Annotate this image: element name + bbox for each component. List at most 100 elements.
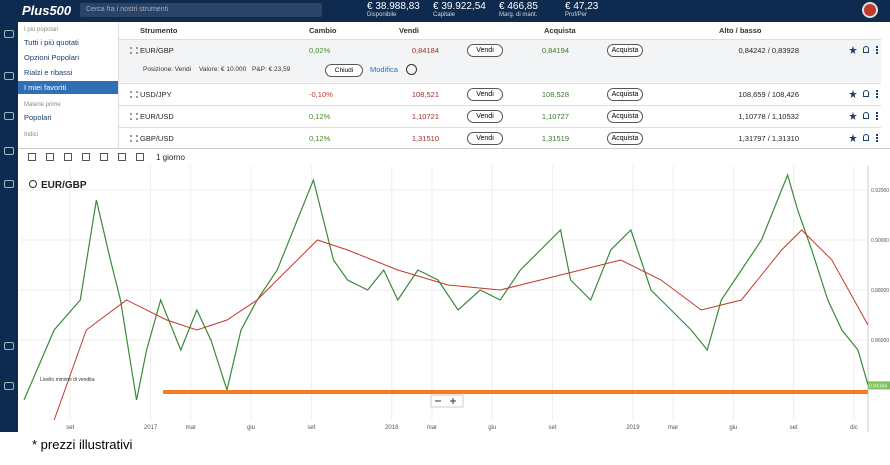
- stat-label: Prof/Per: [565, 12, 588, 18]
- x-tick-label: giu: [488, 425, 496, 431]
- more-menu[interactable]: [876, 134, 878, 142]
- logo: Plus500: [22, 3, 72, 18]
- more-menu[interactable]: [876, 90, 878, 98]
- y-tick-label: 0.90000: [871, 238, 889, 244]
- alert-bell[interactable]: [863, 46, 869, 53]
- high-low: 1,10778 / 1,10532: [738, 112, 799, 121]
- alert-bell[interactable]: [863, 134, 869, 141]
- favorite-star[interactable]: [849, 112, 857, 120]
- table-row[interactable]: EUR/USD 0,12% 1,10721 Vendi 1,10727 Acquista 1…: [119, 105, 881, 127]
- position-row: Posizione: Vendi Valore: € 10.000 P&P: € 2…: [119, 60, 881, 82]
- more-menu[interactable]: [876, 112, 878, 120]
- x-tick-label: set: [66, 425, 74, 431]
- column-header: Vendi: [399, 26, 420, 35]
- table-row[interactable]: USD/JPY -0,10% 108,521 Vendi 108,528 Acquista…: [119, 83, 881, 105]
- sell-button[interactable]: Vendi: [467, 132, 503, 145]
- high-low: 0,84242 / 0,83928: [738, 46, 799, 55]
- rail-icon[interactable]: [4, 342, 14, 350]
- tool-icon[interactable]: [46, 153, 54, 161]
- tool-icon[interactable]: [100, 153, 108, 161]
- menu-item[interactable]: Tutti i più quotati: [24, 38, 79, 47]
- rail-icon[interactable]: [4, 112, 14, 120]
- footer-note: * prezzi illustrativi: [32, 437, 133, 452]
- edit-link[interactable]: Modifica: [370, 65, 398, 74]
- favorite-star[interactable]: [849, 134, 857, 142]
- sell-button[interactable]: Vendi: [467, 110, 503, 123]
- high-low: 108,659 / 108,426: [738, 90, 799, 99]
- rail-icon[interactable]: [4, 382, 14, 390]
- buy-button[interactable]: Acquista: [607, 110, 643, 123]
- change: 0,02%: [309, 46, 331, 55]
- zoom-in: [450, 398, 456, 404]
- section-title: Indici: [24, 132, 39, 138]
- icon-rail: [0, 22, 18, 432]
- sell-price: 0,84184: [411, 46, 439, 55]
- sidebar: I più popolari Tutti i più quotati Opzioni…: [18, 22, 119, 148]
- search-box[interactable]: Cerca fra i nostri strumenti: [80, 3, 322, 17]
- y-tick-label: 0.92000: [871, 188, 889, 194]
- sell-button[interactable]: Vendi: [467, 88, 503, 101]
- x-tick-label: 2017: [144, 425, 158, 431]
- favorite-star[interactable]: [849, 90, 857, 98]
- alert-bell[interactable]: [863, 90, 869, 97]
- tool-icon[interactable]: [136, 153, 144, 161]
- drag-handle: [130, 91, 138, 98]
- x-tick-label: mar: [186, 425, 196, 431]
- favorite-star[interactable]: [849, 46, 857, 54]
- close-button[interactable]: Chiudi: [325, 64, 363, 77]
- table-row[interactable]: GBP/USD 0,12% 1,31510 Vendi 1,31519 Acquista 1…: [119, 127, 881, 149]
- rail-icon[interactable]: [4, 180, 14, 188]
- chart-toolbar: 1 giorno: [18, 148, 890, 167]
- price-line: [23, 173, 869, 401]
- drag-handle: [130, 113, 138, 120]
- tool-icon[interactable]: [82, 153, 90, 161]
- x-tick-label: set: [790, 425, 798, 431]
- menu-item[interactable]: I miei favoriti: [18, 81, 118, 94]
- column-header: Acquista: [544, 26, 576, 35]
- stat-label: Marg. di mant.: [499, 12, 538, 18]
- instrument-name: EUR/USD: [140, 112, 174, 121]
- tool-icon[interactable]: [28, 153, 36, 161]
- x-tick-label: dic: [850, 425, 858, 431]
- position-side: Posizione: Vendi: [143, 66, 192, 73]
- price-line: [53, 229, 869, 421]
- change: 0,12%: [309, 134, 331, 143]
- buy-button[interactable]: Acquista: [607, 132, 643, 145]
- y-tick-label: 0.88000: [871, 288, 889, 294]
- section-title: I più popolari: [24, 27, 59, 33]
- info-icon[interactable]: [406, 64, 417, 75]
- rail-icon[interactable]: [4, 72, 14, 80]
- position-value: Valore: € 10.000: [199, 66, 247, 73]
- buy-button[interactable]: Acquista: [607, 44, 643, 57]
- x-tick-label: 2019: [626, 425, 640, 431]
- sell-button[interactable]: Vendi: [467, 44, 503, 57]
- x-tick-label: giu: [247, 425, 255, 431]
- instrument-name: EUR/GBP: [140, 46, 174, 55]
- sell-price: 108,521: [411, 90, 439, 99]
- menu-item[interactable]: Opzioni Popolari: [24, 53, 80, 62]
- buy-price: 1,31519: [541, 134, 569, 143]
- y-tick-label: 0.86000: [871, 338, 889, 344]
- chart-title: EUR/GBP: [41, 180, 87, 191]
- more-menu[interactable]: [876, 46, 878, 54]
- column-header: Cambio: [309, 26, 337, 35]
- table-row[interactable]: EUR/GBP 0,02% 0,84184 Vendi 0,84194 Acquista 0…: [119, 39, 881, 61]
- x-tick-label: set: [307, 425, 315, 431]
- high-low: 1,31797 / 1,31310: [738, 134, 799, 143]
- rail-icon[interactable]: [4, 147, 14, 155]
- buy-button[interactable]: Acquista: [607, 88, 643, 101]
- tool-icon[interactable]: [118, 153, 126, 161]
- rail-icon[interactable]: [4, 30, 14, 38]
- stat-label: Capitale: [433, 12, 456, 18]
- user-badge[interactable]: [862, 2, 878, 18]
- menu-item[interactable]: Popolari: [24, 113, 52, 122]
- tool-icon[interactable]: [64, 153, 72, 161]
- x-tick-label: mar: [427, 425, 437, 431]
- alert-bell[interactable]: [863, 112, 869, 119]
- drag-handle: [130, 135, 138, 142]
- menu-item[interactable]: Rialzi e ribassi: [24, 68, 73, 77]
- drag-handle: [130, 47, 138, 54]
- column-header: Strumento: [140, 26, 178, 35]
- timeframe[interactable]: 1 giorno: [156, 153, 185, 162]
